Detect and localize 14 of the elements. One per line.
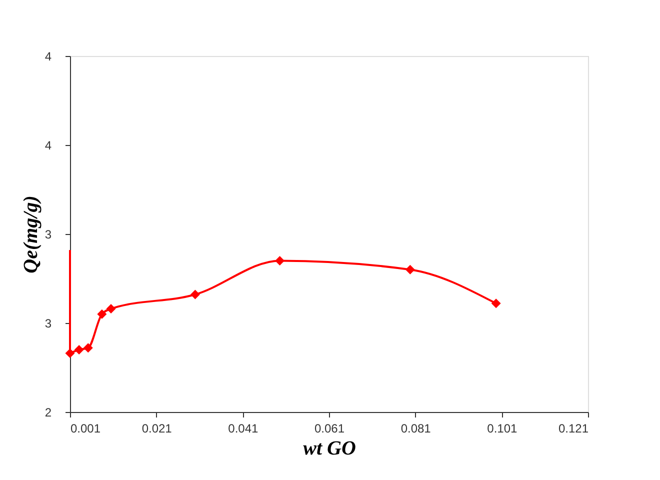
y-tick-label: 3 — [44, 316, 52, 330]
x-tick-label: 0.041 — [228, 422, 259, 436]
x-tick-label: 0.061 — [314, 422, 345, 436]
x-tick-label: 0.001 — [70, 422, 101, 436]
y-tick-label: 4 — [44, 50, 52, 64]
x-tick-label: 0.021 — [142, 422, 172, 436]
x-tick-label: 0.081 — [400, 422, 432, 436]
y-tick-label: 3 — [44, 228, 52, 242]
x-axis-title: wt GO — [303, 438, 356, 460]
y-tick-label: 2 — [44, 406, 52, 420]
y-axis-title: Qe(mg/g) — [20, 196, 42, 274]
x-tick-label: 0.121 — [558, 422, 589, 436]
y-tick-label: 4 — [44, 138, 52, 152]
x-tick-label: 0.101 — [487, 422, 518, 436]
